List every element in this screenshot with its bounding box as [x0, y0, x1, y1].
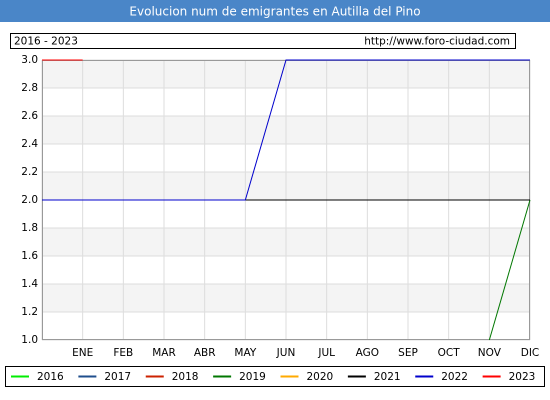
source: http://www.foro-ciudad.com: [364, 36, 510, 48]
y-tick-label: 1.0: [21, 334, 38, 346]
legend-label: 2020: [307, 371, 334, 383]
x-tick-label: MAY: [234, 347, 256, 359]
y-tick-label: 2.2: [21, 166, 38, 178]
x-tick-label: AGO: [356, 347, 379, 359]
x-tick-label: MAR: [152, 347, 176, 359]
y-tick-label: 2.6: [21, 110, 38, 122]
legend-box: [5, 366, 545, 387]
legend-label: 2023: [509, 371, 536, 383]
x-tick-label: OCT: [438, 347, 461, 359]
x-tick-label: JUL: [317, 347, 335, 359]
chart-title: Evolucion num de emigrantes en Autilla d…: [129, 5, 420, 19]
x-tick-label: FEB: [113, 347, 133, 359]
legend-label: 2022: [441, 371, 468, 383]
y-tick-label: 2.0: [21, 194, 38, 206]
legend-label: 2016: [37, 371, 64, 383]
subtitle-box: [10, 33, 516, 49]
x-tick-label: NOV: [478, 347, 502, 359]
y-tick-label: 2.4: [21, 138, 38, 150]
series-line: [42, 59, 530, 201]
x-tick-label: ABR: [194, 347, 216, 359]
legend-label: 2021: [374, 371, 401, 383]
y-tick-label: 1.2: [21, 306, 38, 318]
x-tick-label: DIC: [521, 347, 540, 359]
header-bar: [0, 0, 550, 22]
series-line: [488, 199, 531, 341]
y-tick-label: 1.8: [21, 222, 38, 234]
legend-label: 2017: [104, 371, 131, 383]
legend-label: 2019: [239, 371, 266, 383]
y-tick-label: 1.4: [21, 278, 38, 290]
y-tick-label: 2.8: [21, 82, 38, 94]
y-tick-label: 3.0: [21, 54, 38, 66]
x-tick-label: SEP: [398, 347, 418, 359]
subtitle: 2016 - 2023: [14, 36, 78, 48]
x-tick-label: ENE: [72, 347, 93, 359]
legend-label: 2018: [172, 371, 199, 383]
y-tick-label: 1.6: [21, 250, 38, 262]
x-tick-label: JUN: [276, 347, 296, 359]
